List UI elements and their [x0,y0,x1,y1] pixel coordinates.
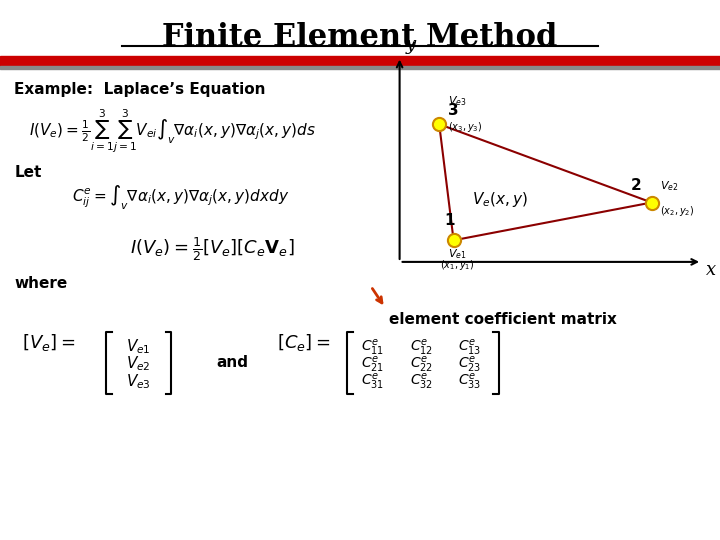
Text: Example:  Laplace’s Equation: Example: Laplace’s Equation [14,82,266,97]
Text: $C_{31}^e$: $C_{31}^e$ [361,372,384,392]
Text: and: and [216,355,248,370]
Text: $C_{33}^e$: $C_{33}^e$ [458,372,481,392]
Point [433,120,445,129]
Text: $[C_e] = $: $[C_e] = $ [277,332,330,353]
Text: element coefficient matrix: element coefficient matrix [389,312,616,327]
Text: $I(V_e) = \frac{1}{2}\sum_{i=1}^{3}\sum_{j=1}^{3}V_{ei}\int_{v}\nabla\alpha_i(x,: $I(V_e) = \frac{1}{2}\sum_{i=1}^{3}\sum_… [29,108,315,156]
Text: y: y [405,36,415,54]
Text: 2: 2 [631,178,641,193]
Text: $V_{e2}$: $V_{e2}$ [660,179,679,193]
Point [448,236,459,245]
Text: $C_{22}^e$: $C_{22}^e$ [410,355,433,375]
Text: $V_e(x,y)$: $V_e(x,y)$ [472,190,528,210]
Text: $V_{e3}$: $V_{e3}$ [126,372,151,391]
Text: $C_{21}^e$: $C_{21}^e$ [361,355,384,375]
Text: $C_{11}^e$: $C_{11}^e$ [361,338,384,357]
Text: $V_{e1}$: $V_{e1}$ [126,338,151,356]
Text: $C_{23}^e$: $C_{23}^e$ [458,355,481,375]
Text: 3: 3 [448,103,459,118]
Text: $C_{32}^e$: $C_{32}^e$ [410,372,433,392]
Bar [0,66,720,69]
Text: $V_{e3}$: $V_{e3}$ [448,94,467,108]
Text: x: x [706,261,716,279]
Text: Let: Let [14,165,42,180]
Text: $C_{13}^e$: $C_{13}^e$ [458,338,481,357]
Text: $(x_1, y_1)$: $(x_1, y_1)$ [440,258,474,272]
Text: $V_{e2}$: $V_{e2}$ [126,355,151,374]
Text: $C_{12}^e$: $C_{12}^e$ [410,338,433,357]
Text: $(x_2, y_2)$: $(x_2, y_2)$ [660,204,695,218]
Text: $C_{ij}^e = \int_{v}\nabla\alpha_i(x,y)\nabla\alpha_j(x,y)dxdy$: $C_{ij}^e = \int_{v}\nabla\alpha_i(x,y)\… [72,184,289,212]
Text: $I(V_e) = \frac{1}{2}[V_e][C_e\mathbf{V}_e]$: $I(V_e) = \frac{1}{2}[V_e][C_e\mathbf{V}… [130,235,294,263]
Text: $(x_3, y_3)$: $(x_3, y_3)$ [448,120,482,134]
Bar [0,56,720,66]
Point [646,198,657,207]
Text: $[V_e] = $: $[V_e] = $ [22,332,75,353]
Text: 1: 1 [445,213,455,228]
Text: where: where [14,276,68,292]
Text: Finite Element Method: Finite Element Method [162,22,558,52]
Text: $V_{e1}$: $V_{e1}$ [448,247,467,261]
